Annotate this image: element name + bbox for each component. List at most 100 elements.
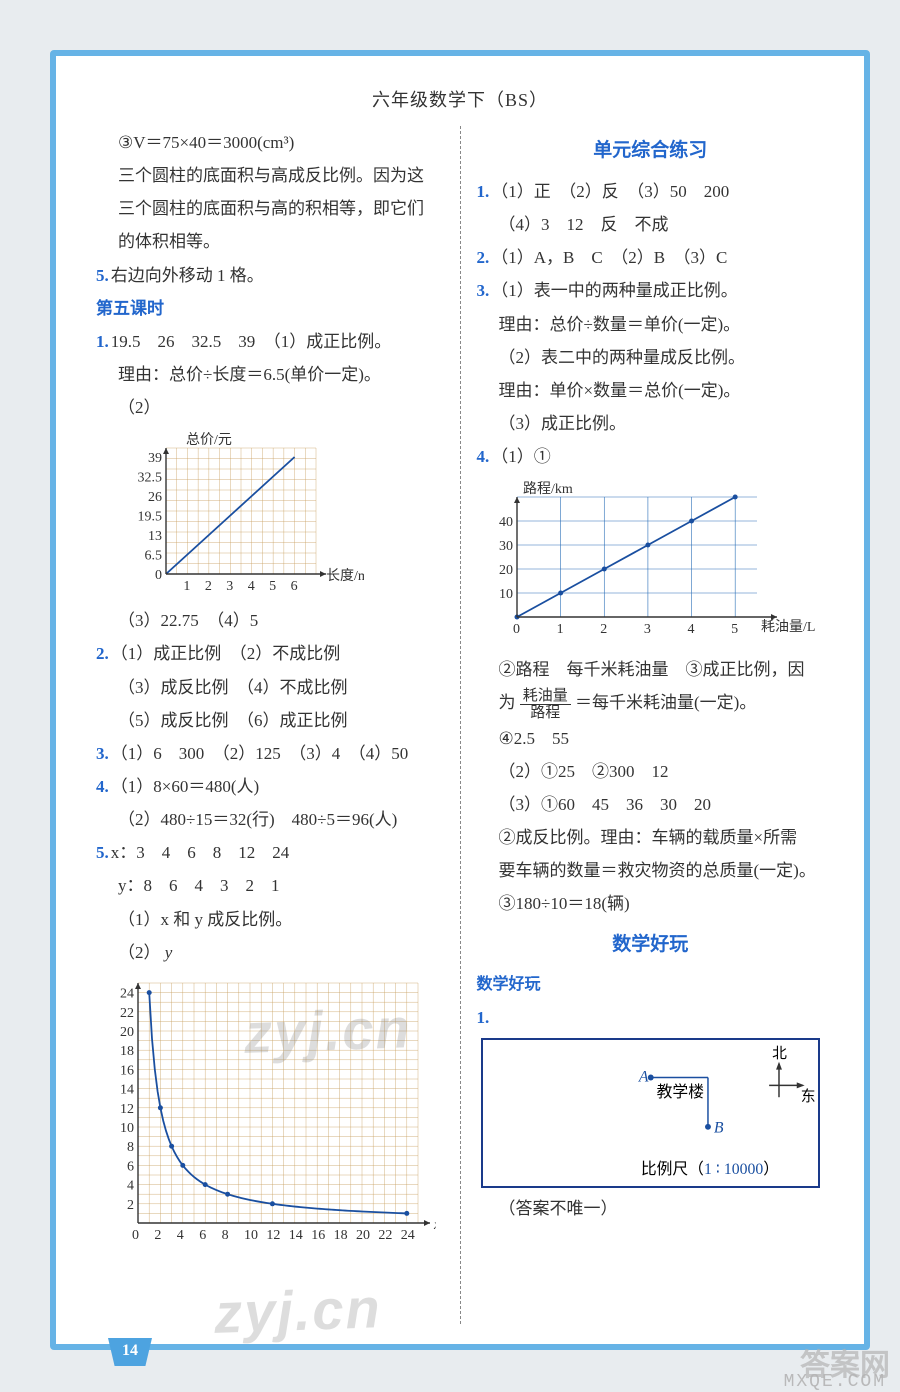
svg-text:10: 10 bbox=[499, 587, 513, 602]
text: 为 耗油量 路程 ＝每千米耗油量(一定)。 bbox=[477, 686, 825, 721]
label-a: A bbox=[637, 1068, 648, 1085]
svg-text:26: 26 bbox=[148, 490, 162, 505]
svg-text:19.5: 19.5 bbox=[138, 510, 163, 525]
qnum: 1. bbox=[96, 332, 109, 351]
text: 要车辆的数量＝救灾物资的总质量(一定)。 bbox=[477, 854, 825, 887]
svg-text:2: 2 bbox=[600, 622, 607, 637]
text: 右边向外移动 1 格。 bbox=[111, 266, 264, 285]
grid bbox=[138, 983, 418, 1223]
text: 三个圆柱的底面积与高成反比例。因为这 bbox=[96, 159, 444, 192]
text: y：8 6 4 3 2 1 bbox=[96, 869, 444, 902]
y-axis-label: 总价/元 bbox=[186, 432, 232, 448]
svg-text:4: 4 bbox=[248, 579, 255, 594]
text: （3）成反比例 （4）不成比例 bbox=[96, 671, 444, 704]
qnum: 3. bbox=[477, 281, 490, 300]
svg-text:x: x bbox=[433, 1218, 436, 1233]
chart1-svg: 总价/元 123456 06.51319.52632.539 长度/m bbox=[114, 430, 364, 600]
qnum: 1. bbox=[477, 182, 490, 201]
text: （1）表一中的两种量成正比例。 bbox=[491, 281, 738, 300]
left-column: ③V＝75×40＝3000(cm³) 三个圆柱的底面积与高成反比例。因为这 三个… bbox=[84, 126, 456, 1324]
svg-text:1: 1 bbox=[556, 622, 563, 637]
svg-text:6: 6 bbox=[127, 1159, 134, 1174]
qnum: 2. bbox=[477, 248, 490, 267]
svg-text:24: 24 bbox=[120, 986, 134, 1001]
svg-text:22: 22 bbox=[378, 1228, 392, 1243]
qnum: 5. bbox=[96, 266, 109, 285]
text: （2）480÷15＝32(行) 480÷5＝96(人) bbox=[96, 803, 444, 836]
right-column: 单元综合练习 1.（1）正 （2）反 （3）50 200 （4）3 12 反 不… bbox=[465, 126, 837, 1324]
text: （3）22.75 （4）5 bbox=[96, 604, 444, 637]
text: （1）成正比例 （2）不成比例 bbox=[111, 644, 341, 663]
x-ticks: 0 1 2 3 4 5 bbox=[513, 622, 738, 637]
data-line bbox=[517, 497, 735, 617]
north-label: 北 bbox=[772, 1045, 787, 1062]
svg-text:0: 0 bbox=[513, 622, 520, 637]
y-ticks: 24681012141618202224 bbox=[120, 986, 134, 1212]
svg-text:13: 13 bbox=[148, 529, 162, 544]
text: （答案不唯一） bbox=[477, 1192, 825, 1225]
fun-sub: 数学好玩 bbox=[477, 969, 825, 1000]
svg-text:8: 8 bbox=[127, 1140, 134, 1155]
fun-title: 数学好玩 bbox=[477, 926, 825, 963]
y-axis-label: 路程/km bbox=[523, 481, 573, 497]
svg-text:16: 16 bbox=[120, 1063, 134, 1078]
page-header: 六年级数学下（BS） bbox=[84, 86, 836, 112]
svg-text:39: 39 bbox=[148, 451, 162, 466]
svg-text:10: 10 bbox=[244, 1228, 258, 1243]
text: ③V＝75×40＝3000(cm³) bbox=[96, 126, 444, 159]
svg-text:22: 22 bbox=[120, 1006, 134, 1021]
svg-text:16: 16 bbox=[311, 1228, 325, 1243]
text: （1）① bbox=[491, 447, 551, 466]
text: （5）成反比例 （6）成正比例 bbox=[96, 704, 444, 737]
chart-inverse-xy: 024681012141618202224 246810121416182022… bbox=[106, 975, 444, 1245]
svg-text:18: 18 bbox=[120, 1044, 134, 1059]
svg-text:1: 1 bbox=[183, 579, 190, 594]
svg-text:18: 18 bbox=[334, 1228, 348, 1243]
text: 三个圆柱的底面积与高的积相等，即它们 bbox=[96, 192, 444, 225]
qnum: 2. bbox=[96, 644, 109, 663]
page: 六年级数学下（BS） ③V＝75×40＝3000(cm³) 三个圆柱的底面积与高… bbox=[50, 50, 870, 1350]
text: （1）6 300 （2）125 （3）4 （4）50 bbox=[111, 744, 409, 763]
text: 的体积相等。 bbox=[96, 225, 444, 258]
qnum: 3. bbox=[96, 744, 109, 763]
svg-text:0: 0 bbox=[132, 1228, 139, 1243]
chart2-svg: 024681012141618202224 246810121416182022… bbox=[106, 975, 436, 1245]
x-axis-label: 长度/m bbox=[326, 568, 364, 584]
svg-text:4: 4 bbox=[127, 1178, 134, 1193]
svg-text:4: 4 bbox=[177, 1228, 184, 1243]
text: ③180÷10＝18(辆) bbox=[477, 887, 825, 920]
x-ticks: 024681012141618202224 bbox=[132, 1228, 415, 1243]
text: （2）表二中的两种量成反比例。 bbox=[477, 341, 825, 374]
text: （3）成正比例。 bbox=[477, 407, 825, 440]
text: （1）8×60＝480(人) bbox=[111, 777, 259, 796]
svg-text:12: 12 bbox=[120, 1102, 134, 1117]
svg-text:30: 30 bbox=[499, 539, 513, 554]
content-columns: ③V＝75×40＝3000(cm³) 三个圆柱的底面积与高成反比例。因为这 三个… bbox=[84, 126, 836, 1324]
svg-text:32.5: 32.5 bbox=[138, 471, 163, 486]
unit-title: 单元综合练习 bbox=[477, 132, 825, 169]
chart-distance-vs-fuel: 路程/km 012345 10203040 耗油量/L bbox=[483, 479, 825, 649]
text: （2） bbox=[96, 391, 444, 424]
y-ticks: 10203040 bbox=[499, 515, 513, 602]
svg-text:10: 10 bbox=[120, 1121, 134, 1136]
text: ④2.5 55 bbox=[477, 722, 825, 755]
svg-text:3: 3 bbox=[643, 622, 650, 637]
svg-text:20: 20 bbox=[120, 1025, 134, 1040]
svg-text:4: 4 bbox=[687, 622, 694, 637]
svg-text:6.5: 6.5 bbox=[145, 549, 163, 564]
text: （2）①25 ②300 12 bbox=[477, 755, 825, 788]
text: （1）正 （2）反 （3）50 200 bbox=[491, 182, 729, 201]
corner-url: MXQE.COM bbox=[784, 1372, 886, 1392]
text: ②成反比例。理由：车辆的载质量×所需 bbox=[477, 821, 825, 854]
svg-text:2: 2 bbox=[127, 1198, 134, 1213]
svg-text:0: 0 bbox=[155, 568, 162, 583]
text: 19.5 26 32.5 39 （1）成正比例。 bbox=[111, 332, 392, 351]
svg-text:3: 3 bbox=[226, 579, 233, 594]
svg-text:14: 14 bbox=[289, 1228, 303, 1243]
text: ②路程 每千米耗油量 ③成正比例，因 bbox=[477, 653, 825, 686]
watermark: zyj.cn bbox=[212, 1253, 383, 1368]
data-curve bbox=[149, 992, 407, 1213]
svg-text:5: 5 bbox=[731, 622, 738, 637]
svg-text:6: 6 bbox=[291, 579, 298, 594]
text: （4）3 12 反 不成 bbox=[477, 208, 825, 241]
